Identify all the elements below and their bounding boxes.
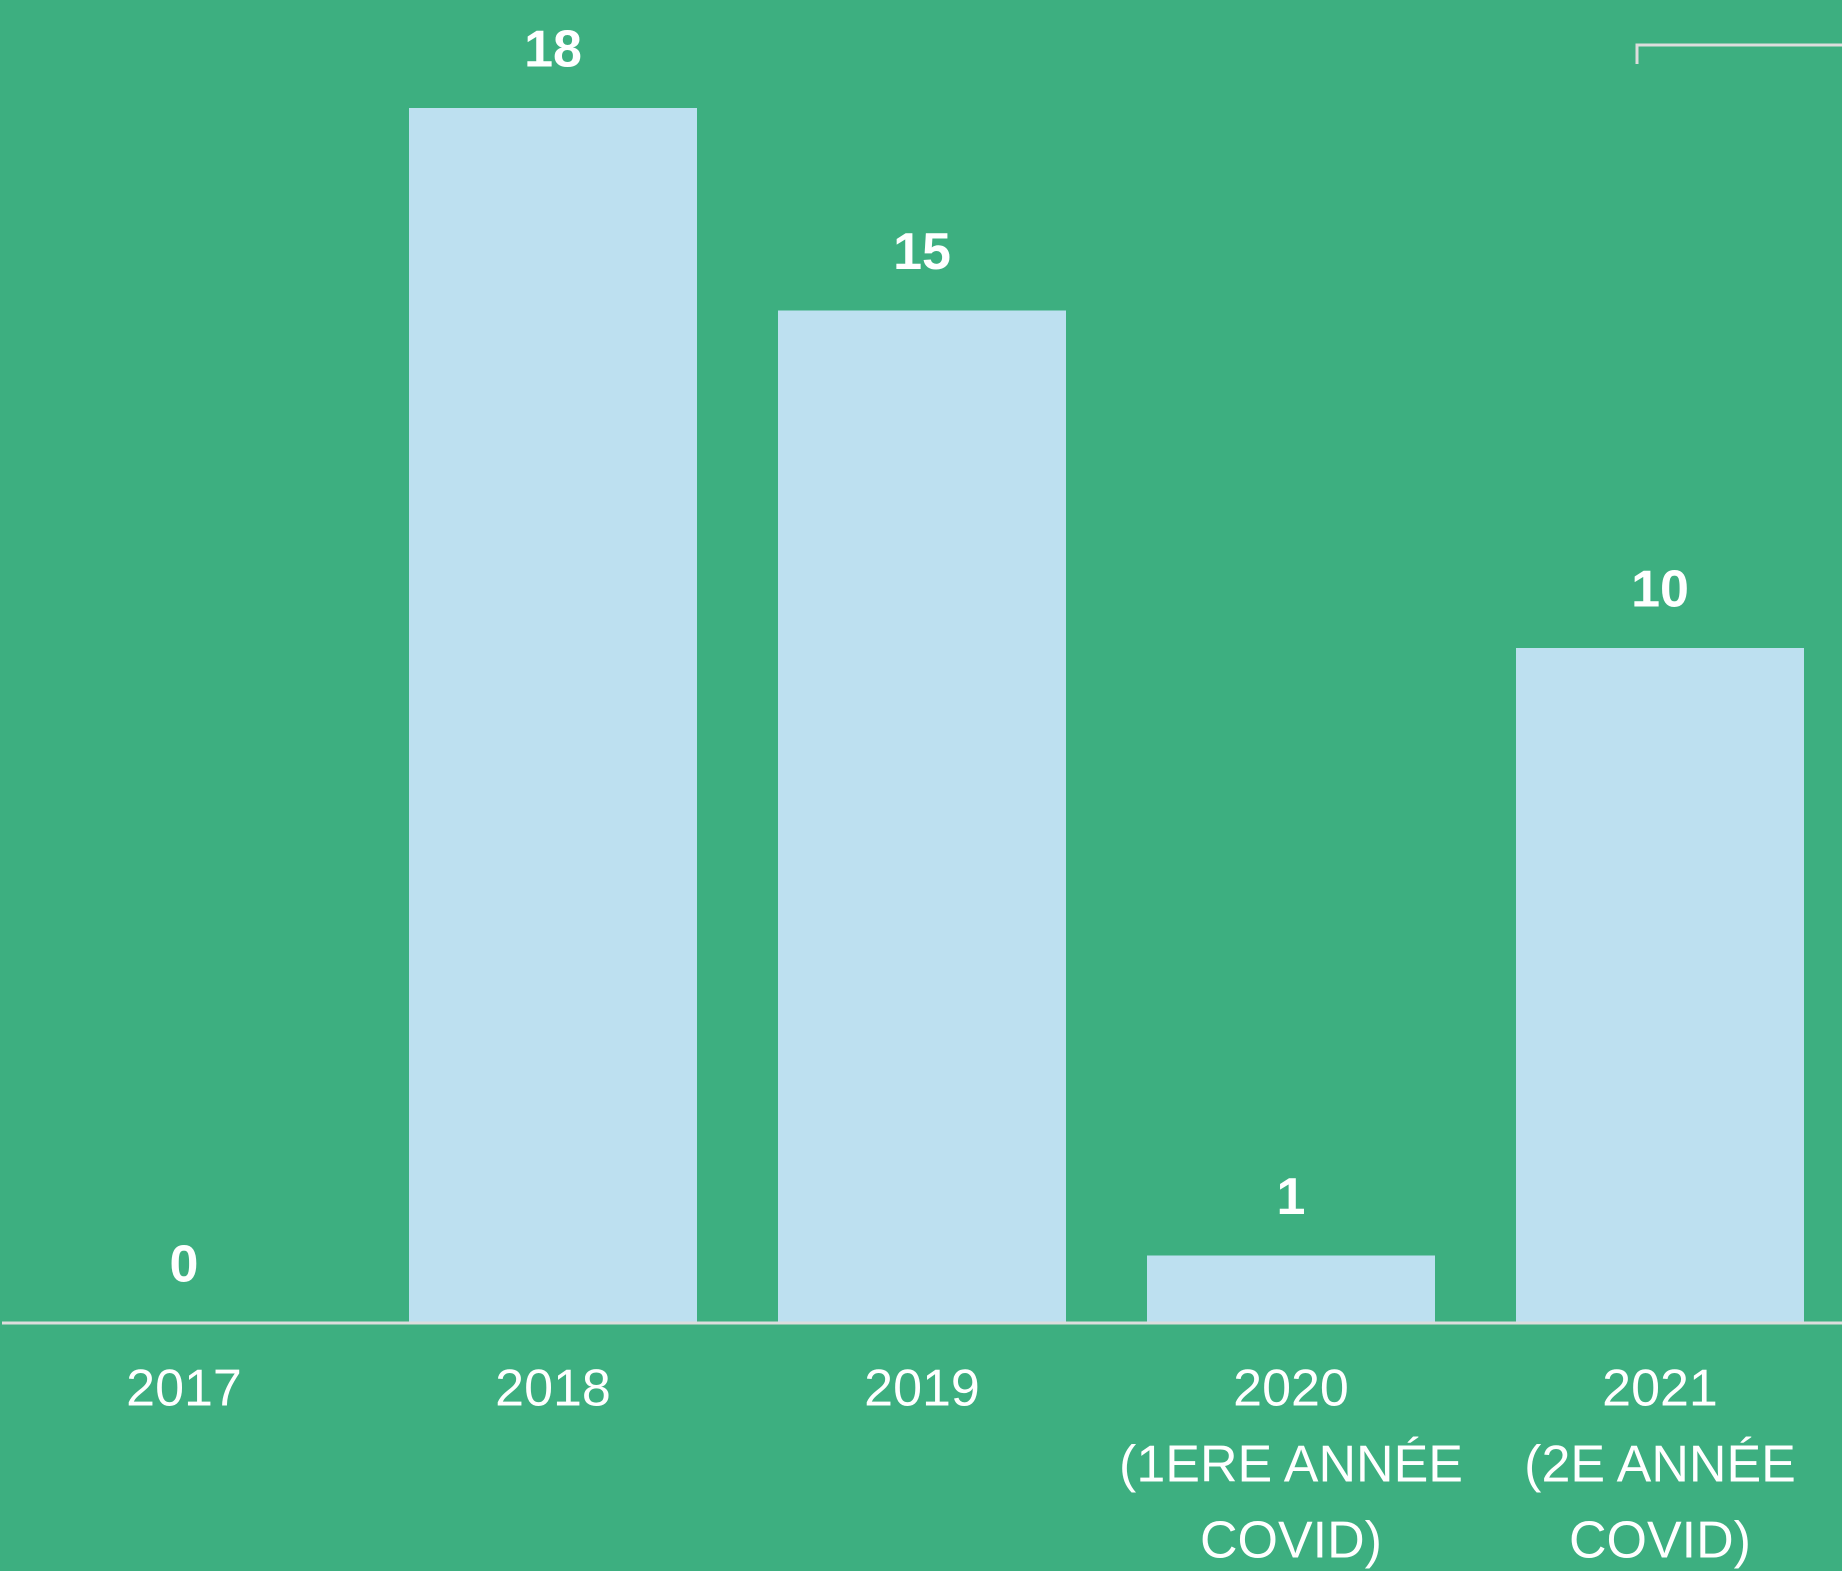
bar — [1516, 648, 1804, 1323]
value-label: 10 — [1631, 561, 1689, 619]
bar — [778, 310, 1066, 1323]
x-tick-label: 2018 — [495, 1360, 611, 1418]
x-tick-label: COVID) — [1200, 1512, 1382, 1570]
value-label: 1 — [1277, 1168, 1306, 1226]
x-tick-label: 2021 — [1602, 1360, 1718, 1418]
x-tick-label: 2017 — [126, 1360, 242, 1418]
bar — [1147, 1255, 1435, 1323]
value-label: 15 — [893, 223, 951, 281]
x-tick-label: 2020 — [1233, 1360, 1349, 1418]
x-tick-label: 2019 — [864, 1360, 980, 1418]
x-tick-label: (1ERE ANNÉE — [1119, 1436, 1463, 1494]
x-tick-label: COVID) — [1569, 1512, 1751, 1570]
value-label: 18 — [524, 21, 582, 79]
decoration — [1635, 43, 1842, 64]
value-label: 0 — [170, 1236, 199, 1294]
x-tick-label: (2E ANNÉE — [1524, 1436, 1796, 1494]
bar — [409, 108, 697, 1323]
